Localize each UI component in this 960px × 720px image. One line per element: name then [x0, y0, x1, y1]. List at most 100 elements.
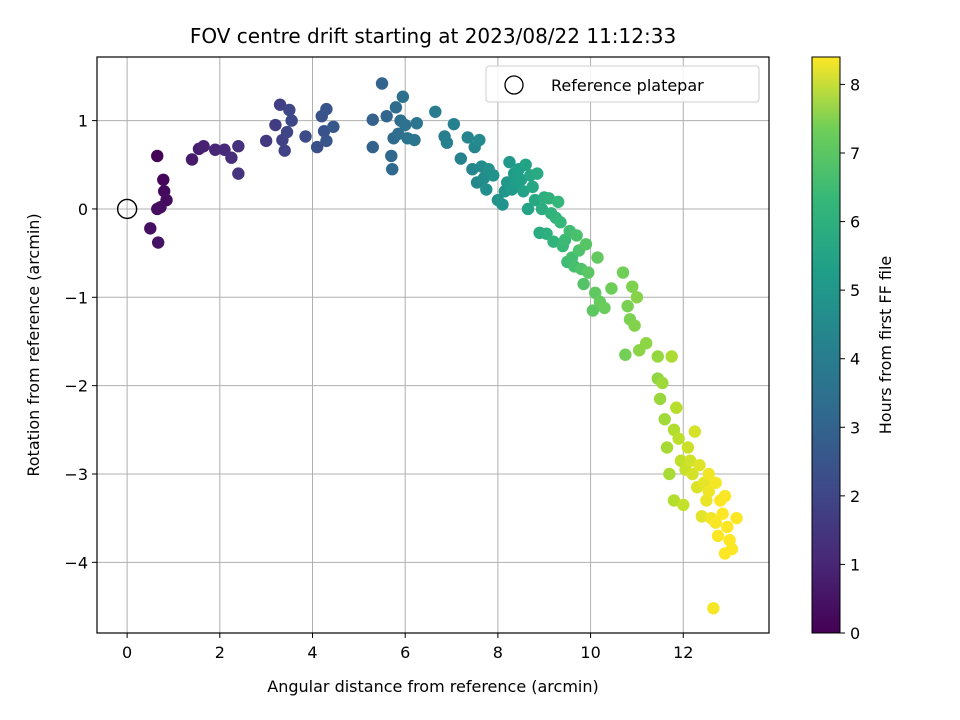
data-point: [366, 140, 379, 154]
data-point: [619, 348, 632, 361]
data-point: [521, 202, 535, 216]
data-point: [547, 235, 560, 248]
data-point: [677, 498, 690, 512]
data-point: [626, 280, 639, 293]
data-point: [480, 183, 493, 196]
x-tick-label: 10: [580, 643, 600, 662]
data-point: [366, 113, 379, 126]
y-tick-label: −1: [64, 288, 88, 307]
data-point: [579, 238, 593, 251]
data-point: [269, 118, 282, 132]
data-point: [151, 236, 165, 249]
data-point: [410, 117, 423, 130]
x-tick-label: 2: [215, 643, 225, 662]
data-point: [670, 401, 683, 414]
data-point: [598, 301, 611, 315]
data-point: [630, 291, 644, 304]
data-point: [278, 144, 291, 157]
data-point: [514, 173, 528, 186]
data-points: [144, 77, 743, 615]
data-point: [496, 198, 509, 211]
colorbar-ticks: 0 1 2 3 4 5 6 7 8: [840, 75, 860, 643]
y-tick-label: 0: [78, 200, 88, 219]
plot-frame: [96, 56, 770, 634]
data-point: [730, 511, 743, 525]
y-tick-label: −2: [64, 377, 88, 396]
x-axis: 0 2 4 6 8 10 12: [122, 633, 693, 662]
data-point: [461, 131, 474, 144]
colorbar: 0 1 2 3 4 5 6 7 8 Hours from first FF file: [811, 56, 895, 643]
data-point: [517, 185, 530, 198]
data-point: [473, 133, 486, 147]
x-tick-label: 12: [673, 643, 693, 662]
x-axis-label: Angular distance from reference (arcmin): [267, 677, 598, 696]
data-point: [408, 133, 421, 147]
data-point: [582, 266, 595, 279]
data-point: [144, 222, 157, 235]
data-point: [185, 153, 199, 166]
data-point: [551, 195, 565, 209]
x-tick-label: 8: [493, 643, 503, 662]
colorbar-tick-label: 4: [850, 350, 860, 369]
data-point: [651, 350, 664, 363]
colorbar-gradient: [811, 56, 841, 634]
reference-point: [116, 198, 138, 220]
colorbar-tick-label: 1: [850, 555, 860, 574]
legend-box: [485, 65, 760, 103]
data-point: [385, 149, 398, 163]
data-point: [681, 441, 695, 454]
data-point: [320, 102, 333, 116]
data-point: [429, 105, 442, 118]
data-point: [285, 114, 298, 127]
reference-marker: [116, 198, 138, 220]
data-point: [628, 319, 641, 332]
data-point: [283, 103, 296, 117]
chart-title: FOV centre drift starting at 2023/08/22 …: [190, 24, 676, 48]
data-point: [570, 229, 583, 242]
legend-entry: Reference platepar: [551, 76, 704, 95]
data-point: [151, 202, 164, 216]
data-point: [317, 125, 331, 138]
y-axis-label: Rotation from reference (arcmin): [24, 213, 43, 476]
y-axis: 1 0 −1 −2 −3 −4: [64, 112, 97, 572]
data-point: [709, 476, 722, 490]
data-point: [157, 173, 170, 186]
data-point: [667, 494, 681, 507]
data-point: [586, 304, 600, 317]
data-point: [656, 376, 669, 390]
data-point: [375, 77, 389, 90]
data-point: [225, 151, 238, 164]
data-point: [639, 337, 653, 350]
data-point: [721, 520, 734, 534]
data-point: [526, 180, 539, 194]
data-point: [396, 90, 410, 103]
colorbar-tick-label: 8: [850, 75, 860, 94]
x-tick-label: 6: [400, 643, 410, 662]
y-tick-label: −3: [64, 465, 88, 484]
data-point: [695, 510, 708, 523]
data-point: [658, 413, 671, 426]
legend-marker-icon: [504, 75, 524, 95]
data-point: [554, 216, 567, 229]
data-point: [702, 485, 715, 498]
data-point: [280, 125, 294, 139]
data-point: [684, 454, 697, 467]
data-point: [653, 392, 667, 406]
data-point: [577, 277, 590, 291]
colorbar-tick-label: 0: [850, 624, 860, 643]
colorbar-label: Hours from first FF file: [876, 256, 895, 435]
data-point: [273, 98, 287, 111]
data-point: [707, 602, 720, 615]
data-point: [672, 432, 685, 445]
data-point: [380, 109, 393, 123]
grid-lines: [97, 57, 769, 633]
data-point: [503, 155, 516, 169]
legend: Reference platepar: [485, 65, 760, 103]
data-point: [519, 158, 532, 171]
data-point: [535, 202, 549, 216]
data-point: [454, 152, 468, 165]
data-point: [693, 458, 706, 472]
data-point: [688, 425, 702, 438]
data-point: [709, 516, 722, 529]
